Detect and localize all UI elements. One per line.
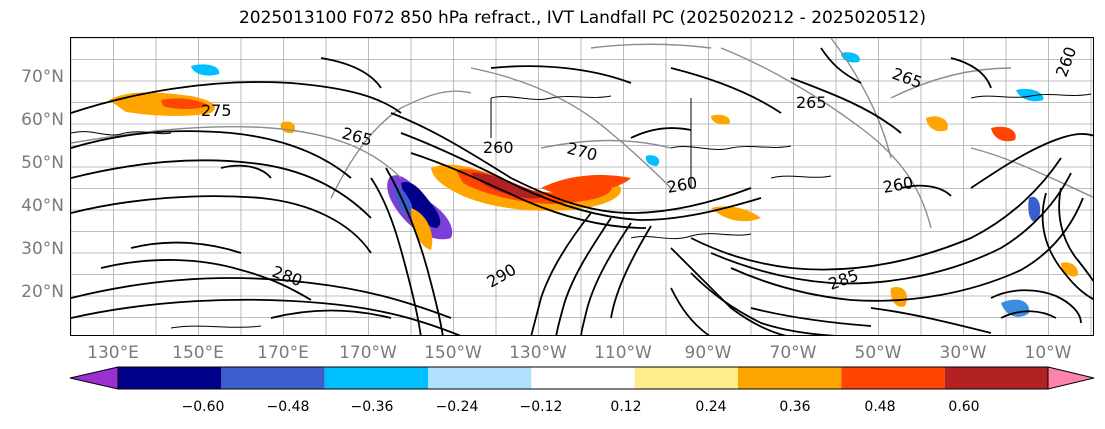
shade-orange-region-4	[411, 208, 433, 250]
colorbar-segment	[221, 367, 325, 389]
black-contours	[71, 47, 1093, 335]
shade-orange-region-3	[541, 175, 631, 196]
colorbar-tick-label: −0.12	[519, 399, 563, 415]
colorbar-segment	[944, 367, 1048, 389]
colorbar-tick-label: −0.60	[181, 399, 225, 415]
colorbar-extend-min	[69, 366, 119, 390]
shade-red-region	[161, 98, 209, 109]
shade-darkred-region	[471, 172, 544, 199]
colorbar-tick-label: −0.24	[435, 399, 479, 415]
colorbar-tick-label: 0.24	[695, 399, 727, 415]
shade-cyan-region-5	[1028, 196, 1041, 222]
colorbar-border	[117, 366, 1049, 390]
lat-label-40n: 40°N	[21, 196, 64, 216]
positive-shading	[109, 92, 1078, 307]
contour-label: 260	[483, 138, 514, 157]
contour-label: 280	[270, 262, 305, 290]
shade-lightblue-region	[1001, 299, 1030, 317]
lon-label-170e: 170°E	[257, 343, 309, 363]
colorbar-tick-label: −0.48	[266, 399, 310, 415]
coastlines	[71, 93, 1092, 329]
shade-orange-region-10	[711, 114, 730, 125]
shade-orange-region	[109, 92, 215, 116]
shade-orange-region-5	[711, 206, 761, 222]
colorbar-segment	[634, 367, 738, 389]
lon-label-130w: 130°W	[509, 343, 567, 363]
map-canvas: 265 260 265 260 270 260 275 280 285 265 …	[71, 38, 1093, 335]
colorbar-segment	[118, 367, 222, 389]
colorbar-segment	[841, 367, 945, 389]
shade-cyan-region-4	[645, 155, 660, 166]
colorbar-extend-max	[1047, 366, 1095, 390]
lon-label-70w: 70°W	[769, 343, 817, 363]
shade-cyan-region	[1016, 88, 1044, 102]
lon-label-10w: 10°W	[1024, 343, 1072, 363]
lon-label-30w: 30°W	[939, 343, 987, 363]
contour-label: 260	[881, 173, 914, 197]
contour-label: 275	[201, 101, 232, 120]
contour-labels: 265 260 265 260 270 260 275 280 285 265 …	[201, 44, 1080, 294]
colorbar-segment	[428, 367, 532, 389]
shade-cyan-region-3	[841, 52, 860, 63]
colorbar-tick-label: 0.12	[610, 399, 642, 415]
shade-orange-region-7	[991, 126, 1016, 142]
shade-orange-region-8	[890, 287, 908, 307]
shade-orange-region-6	[926, 116, 948, 132]
colorbar-tick-label: 0.48	[864, 399, 896, 415]
contour-label: 265	[796, 93, 827, 112]
map-title: 2025013100 F072 850 hPa refract., IVT La…	[238, 8, 926, 28]
colorbar-segment	[531, 367, 635, 389]
lat-label-60n: 60°N	[21, 110, 64, 130]
lat-label-50n: 50°N	[21, 153, 64, 173]
lon-label-110w: 110°W	[594, 343, 652, 363]
colorbar-segment	[324, 367, 428, 389]
lat-label-70n: 70°N	[21, 67, 64, 87]
colorbar-segment	[738, 367, 842, 389]
colorbar-segments	[69, 366, 1095, 390]
lon-label-50w: 50°W	[854, 343, 902, 363]
map-plot-area: 265 260 265 260 270 260 275 280 285 265 …	[70, 37, 1094, 336]
shade-cyan-region-2	[191, 64, 220, 76]
shade-navy-region	[401, 182, 441, 228]
contour-label: 260	[665, 173, 698, 197]
negative-shading	[191, 52, 1044, 317]
contour-label: 270	[565, 139, 599, 165]
shade-orange-region-11	[280, 121, 296, 134]
colorbar-tick-label: 0.60	[948, 399, 980, 415]
gray-contours	[71, 38, 1093, 229]
lon-label-90w: 90°W	[684, 343, 732, 363]
lon-label-170w: 170°W	[339, 343, 397, 363]
colorbar-tick-label: 0.36	[779, 399, 811, 415]
colorbar-tick-label: −0.36	[350, 399, 394, 415]
contour-label: 290	[484, 260, 520, 292]
lat-label-30n: 30°N	[21, 239, 64, 259]
lon-label-150e: 150°E	[172, 343, 224, 363]
lon-label-150w: 150°W	[424, 343, 482, 363]
contour-label: 260	[1052, 44, 1080, 79]
contour-label: 265	[890, 64, 925, 92]
lat-label-20n: 20°N	[21, 282, 64, 302]
lon-label-130e: 130°E	[87, 343, 139, 363]
